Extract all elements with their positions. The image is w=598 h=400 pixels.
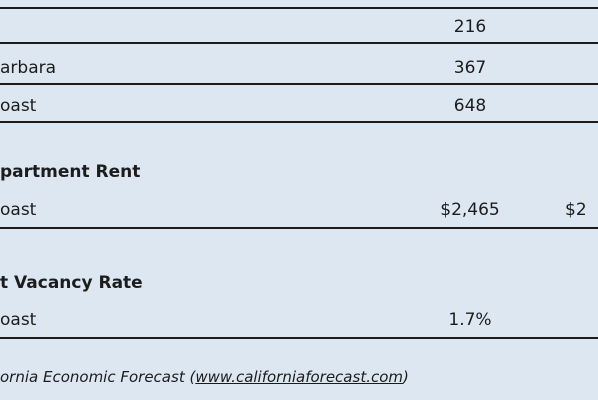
section-title: t Vacancy Rate (0, 273, 143, 293)
footer-text: ornia Economic Forecast ( (0, 368, 196, 386)
row-label: oast (0, 310, 37, 330)
row-border (0, 83, 598, 85)
row-border (0, 337, 598, 339)
footer-note: ornia Economic Forecast (www.californiaf… (0, 367, 409, 387)
row-border (0, 121, 598, 123)
row-label: oast (0, 200, 37, 220)
row-border (0, 42, 598, 44)
row-border (0, 227, 598, 229)
footer-link[interactable]: www.californiaforecast.com (195, 368, 403, 386)
row-border (0, 7, 598, 9)
section-title: partment Rent (0, 162, 141, 182)
row-label: oast (0, 96, 37, 116)
row-label: arbara (0, 58, 57, 78)
cell-value: 1.7% (448, 310, 492, 330)
cell-value: 648 (453, 96, 487, 116)
cell-value: $2,465 (440, 200, 500, 220)
cell-value: 367 (453, 58, 487, 78)
cell-value: $2 (565, 200, 587, 220)
cell-value: 216 (453, 17, 487, 37)
footer-text: ) (403, 368, 409, 386)
